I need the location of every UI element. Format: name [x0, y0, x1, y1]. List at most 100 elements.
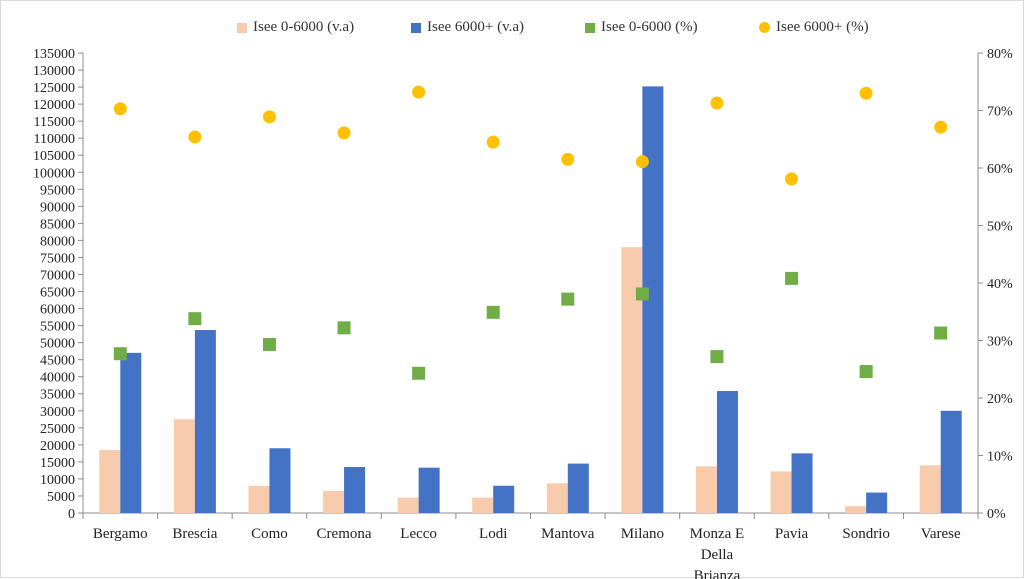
bar	[567, 463, 589, 513]
x-tick-label: Milano	[621, 526, 664, 542]
legend-label-isee-0-6000-va: Isee 0-6000 (v.a)	[253, 19, 355, 35]
x-tick-label-line: Varese	[921, 526, 961, 542]
y-tick-label: 5000	[47, 490, 75, 505]
y2-tick-label: 20%	[987, 392, 1013, 407]
x-tick-label-line: Monza E	[690, 526, 745, 542]
legend-label-isee-6000plus-va: Isee 6000+ (v.a)	[427, 19, 525, 35]
y-tick-label: 105000	[33, 149, 75, 164]
y-tick-label: 25000	[40, 422, 75, 437]
bar	[866, 492, 888, 513]
bar	[770, 471, 792, 513]
y-tick-label: 35000	[40, 388, 75, 403]
bar	[323, 490, 345, 513]
y-tick-label: 55000	[40, 320, 75, 335]
legend-label-isee-6000plus-pct: Isee 6000+ (%)	[776, 19, 869, 35]
y2-tick-label: 10%	[987, 450, 1013, 465]
y-tick-label: 125000	[33, 81, 75, 96]
x-tick-label-line: Della	[701, 547, 734, 563]
x-tick-label-line: Lecco	[400, 526, 437, 542]
x-tick-label: Pavia	[775, 526, 809, 542]
marker-circle	[710, 96, 724, 110]
legend-item-isee-6000plus-pct: Isee 6000+ (%)	[759, 19, 869, 36]
y-tick-label: 10000	[40, 473, 75, 488]
bar	[120, 352, 142, 513]
x-tick-label-line: Milano	[621, 526, 664, 542]
legend-item-isee-0-6000-va: Isee 0-6000 (v.a)	[237, 19, 354, 36]
bar	[397, 497, 419, 513]
y-tick-label: 80000	[40, 234, 75, 249]
y2-tick-label: 60%	[987, 162, 1013, 177]
bar	[919, 465, 941, 513]
bar	[173, 419, 195, 513]
y-tick-label: 120000	[33, 98, 75, 113]
marker-circle	[262, 110, 276, 124]
marker-circle	[188, 130, 202, 144]
x-tick-label: Lecco	[400, 526, 437, 542]
y2-tick-label: 40%	[987, 277, 1013, 292]
y-tick-label: 135000	[33, 47, 75, 62]
x-tick-label: Brescia	[172, 526, 217, 542]
y2-tick-label: 70%	[987, 105, 1013, 120]
x-tick-label: Lodi	[479, 526, 507, 542]
bar	[546, 483, 568, 513]
x-tick-label-line: Bergamo	[93, 526, 148, 542]
y-tick-label: 45000	[40, 354, 75, 369]
y-tick-label: 20000	[40, 439, 75, 454]
legend-swatch-isee-0-6000-pct	[585, 22, 595, 33]
marker-circle	[635, 155, 649, 169]
bar	[99, 449, 121, 513]
bar	[642, 86, 664, 514]
y-tick-label: 115000	[34, 115, 75, 130]
x-tick-label-line: Brianza	[694, 568, 741, 579]
x-tick-label-line: Sondrio	[842, 526, 890, 542]
x-tick-label-line: Como	[251, 526, 288, 542]
legend-item-isee-6000plus-va: Isee 6000+ (v.a)	[411, 19, 524, 36]
x-tick-label-line: Mantova	[541, 526, 595, 542]
y-tick-label: 90000	[40, 200, 75, 215]
y-tick-label: 130000	[33, 64, 75, 79]
y-tick-label: 40000	[40, 371, 75, 386]
y-tick-label: 30000	[40, 405, 75, 420]
bar	[695, 466, 717, 513]
y-tick-label: 60000	[40, 303, 75, 318]
y-tick-label: 95000	[40, 183, 75, 198]
bar	[791, 453, 813, 513]
marker-square	[486, 305, 500, 319]
x-tick-label-line: Brescia	[172, 526, 217, 542]
x-tick-label-line: Lodi	[479, 526, 507, 542]
bar	[269, 448, 291, 513]
y-tick-label: 85000	[40, 217, 75, 232]
bar	[344, 467, 366, 513]
y-tick-label: 75000	[40, 251, 75, 266]
marker-square	[113, 347, 127, 361]
bar	[940, 410, 962, 513]
marker-square	[188, 312, 202, 326]
marker-circle	[113, 102, 127, 116]
x-tick-label: Varese	[921, 526, 961, 542]
bar	[194, 330, 216, 513]
legend-item-isee-0-6000-pct: Isee 0-6000 (%)	[585, 19, 698, 36]
x-tick-label: Como	[251, 526, 288, 542]
y-tick-label: 70000	[40, 268, 75, 283]
marker-square	[934, 326, 948, 340]
marker-circle	[561, 152, 575, 166]
x-tick-label-line: Pavia	[775, 526, 809, 542]
y2-tick-label: 0%	[987, 507, 1006, 522]
legend-swatch-isee-0-6000-va	[237, 22, 247, 33]
marker-square	[859, 365, 873, 379]
marker-circle	[412, 85, 426, 99]
marker-square	[635, 287, 649, 301]
bar	[418, 467, 440, 513]
marker-circle	[859, 86, 873, 100]
y2-tick-label: 30%	[987, 335, 1013, 350]
bar	[472, 497, 494, 513]
marker-square	[262, 338, 276, 352]
x-tick-label: Cremona	[317, 526, 372, 542]
marker-square	[785, 271, 799, 285]
y-tick-label: 50000	[40, 337, 75, 352]
x-tick-label: Mantova	[541, 526, 595, 542]
y-tick-label: 0	[68, 507, 75, 522]
legend-swatch-isee-6000plus-va	[411, 22, 421, 33]
y2-tick-label: 80%	[987, 47, 1013, 62]
